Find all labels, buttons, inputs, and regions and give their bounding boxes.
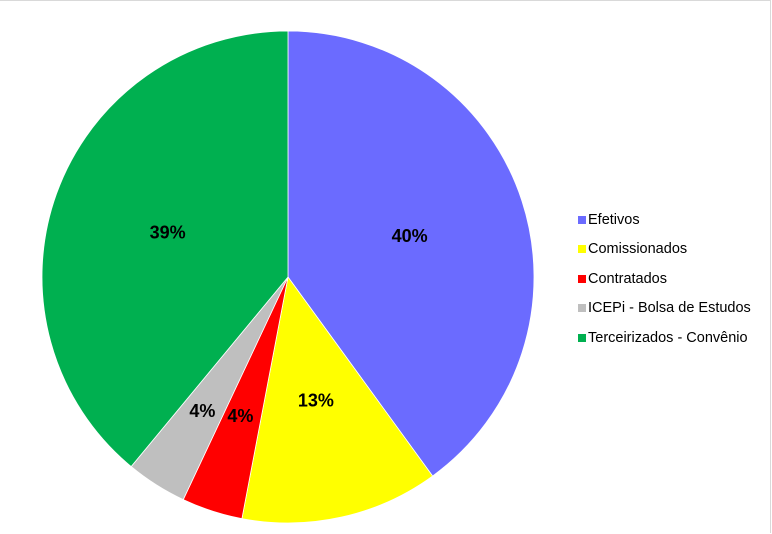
- data-label: 39%: [150, 222, 186, 242]
- legend-item: Efetivos: [578, 205, 751, 235]
- legend-swatch: [578, 245, 586, 254]
- pie-data-labels: 40% 13% 4% 4% 39%: [150, 222, 428, 426]
- legend-label: Efetivos: [588, 211, 640, 228]
- legend-swatch: [578, 274, 586, 283]
- data-label: 4%: [227, 406, 253, 426]
- pie-slice-efetivos: [287, 30, 535, 477]
- legend-swatch: [578, 333, 586, 342]
- legend-label: ICEPi - Bolsa de Estudos: [588, 300, 751, 317]
- legend-item: Comissionados: [578, 235, 751, 265]
- legend-label: Terceirizados - Convênio: [588, 329, 748, 346]
- data-label: 4%: [189, 401, 215, 421]
- data-label: 40%: [392, 226, 428, 246]
- pie-slice-terceirizados-conv-nio: [41, 30, 289, 468]
- legend: Efetivos Comissionados Contratados ICEPi - …: [578, 205, 751, 353]
- legend-swatch: [578, 215, 586, 224]
- legend-swatch: [578, 304, 586, 313]
- legend-label: Contratados: [588, 270, 667, 287]
- legend-label: Comissionados: [588, 241, 688, 258]
- legend-item: ICEPi - Bolsa de Estudos: [578, 294, 751, 324]
- legend-item: Terceirizados - Convênio: [578, 323, 751, 353]
- legend-item: Contratados: [578, 264, 751, 294]
- data-label: 13%: [298, 391, 334, 411]
- pie-slices: [41, 30, 535, 524]
- pie-slice-comissionados: [241, 276, 434, 524]
